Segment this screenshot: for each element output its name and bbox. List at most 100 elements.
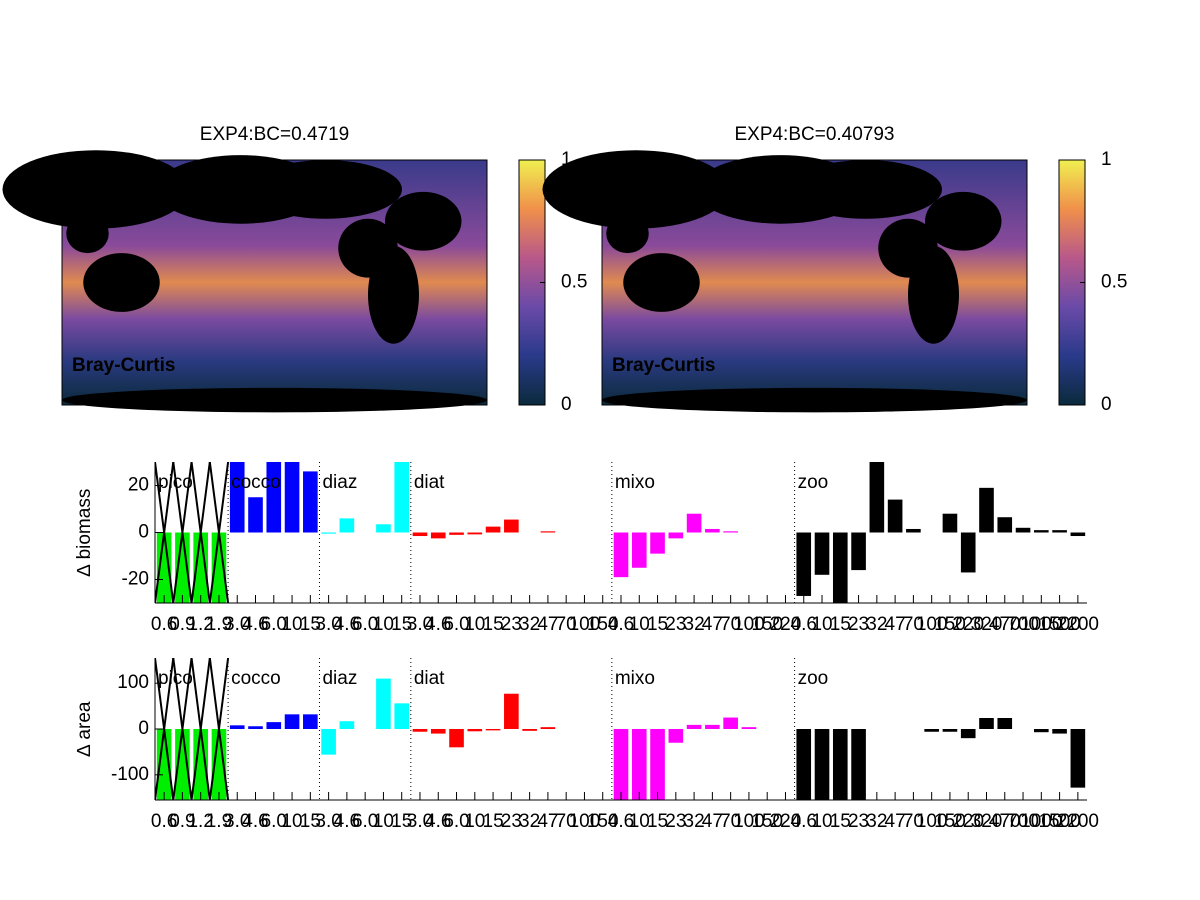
bar [668, 532, 684, 539]
map-annotation: Bray-Curtis [72, 355, 175, 376]
continent [542, 150, 730, 229]
x-tick-label: 4.6 [608, 811, 634, 832]
bar [924, 729, 939, 732]
x-tick-label: 0.6 [151, 614, 177, 635]
pico-hatch [190, 658, 211, 800]
x-tick-label: 15 [830, 811, 851, 832]
x-tick-label: 23 [501, 614, 522, 635]
x-tick-label: 0.6 [151, 811, 177, 832]
bar [686, 513, 702, 533]
bar [266, 722, 282, 729]
x-tick-label: 470 [989, 811, 1021, 832]
map-title: EXP4:BC=0.40793 [734, 124, 894, 145]
group-label: diaz [322, 668, 357, 689]
bar [412, 532, 428, 537]
x-tick-label: 15 [483, 811, 504, 832]
continent [83, 253, 160, 312]
y-tick-label: -20 [122, 569, 149, 590]
x-tick-label: 3.0 [315, 614, 341, 635]
x-tick-label: 150 [587, 614, 619, 635]
x-tick-label: 23 [501, 811, 522, 832]
bar [686, 724, 702, 729]
x-tick-label: 4.6 [791, 614, 817, 635]
group-label: diat [414, 472, 445, 493]
group-label: pico [158, 472, 193, 493]
x-tick-label: 15 [391, 614, 412, 635]
bar [796, 532, 812, 596]
x-tick-label: 4.6 [608, 614, 634, 635]
x-tick-label: 100 [733, 614, 765, 635]
x-tick-label: 15 [647, 811, 668, 832]
x-tick-label: 220 [952, 811, 984, 832]
x-tick-label: 6.0 [443, 614, 469, 635]
x-tick-label: 70 [720, 614, 741, 635]
continent [66, 213, 109, 254]
x-tick-label: 10 [281, 811, 302, 832]
x-tick-label: 4.6 [242, 614, 268, 635]
x-tick-label: 1500 [1038, 811, 1080, 832]
x-tick-label: 70 [720, 811, 741, 832]
map-frame [61, 159, 488, 406]
x-tick-label: 1000 [1020, 811, 1062, 832]
x-tick-label: 4.6 [334, 811, 360, 832]
bar [723, 717, 738, 729]
bar [814, 532, 830, 575]
x-tick-label: 32 [684, 614, 705, 635]
x-tick-label: 10 [629, 811, 650, 832]
bar [376, 678, 391, 729]
x-tick-label: 70 [903, 811, 924, 832]
colorbar-tick-label: 1 [561, 149, 572, 170]
bar [540, 531, 556, 533]
bar [248, 726, 263, 729]
bar [851, 729, 866, 800]
bar [741, 727, 757, 729]
x-tick-label: 0.9 [169, 811, 195, 832]
x-tick-label: 10 [464, 614, 485, 635]
x-tick-label: 3.0 [315, 811, 341, 832]
x-tick-label: 220 [770, 614, 802, 635]
x-tick-label: 70 [556, 614, 577, 635]
bar [942, 513, 958, 533]
x-tick-label: 32 [519, 614, 540, 635]
x-tick-label: 10 [281, 614, 302, 635]
bar [156, 532, 172, 603]
bar [832, 532, 848, 603]
group-label: zoo [798, 668, 829, 689]
x-tick-label: 100 [916, 614, 948, 635]
bar [631, 532, 647, 568]
group-label: pico [158, 668, 193, 689]
x-tick-label: 15 [830, 614, 851, 635]
x-tick-label: 15 [483, 614, 504, 635]
x-tick-label: 100 [916, 811, 948, 832]
bar [211, 729, 227, 800]
bar [960, 729, 976, 739]
continent [62, 387, 487, 413]
x-tick-label: 47 [702, 811, 723, 832]
x-tick-label: 150 [934, 811, 966, 832]
x-tick-label: 47 [885, 811, 906, 832]
continent [338, 218, 398, 278]
x-tick-label: 23 [848, 811, 869, 832]
bar [504, 519, 519, 533]
y-tick-label: 100 [117, 672, 149, 693]
x-tick-label: 10 [373, 614, 394, 635]
bar [979, 487, 994, 533]
bar [266, 462, 282, 533]
bar [394, 703, 410, 729]
x-tick-label: 70 [556, 811, 577, 832]
continent [385, 191, 462, 251]
x-tick-label: 1.2 [187, 811, 213, 832]
x-tick-label: 4.6 [425, 811, 451, 832]
x-tick-label: 32 [866, 614, 887, 635]
x-tick-label: 700 [1007, 614, 1039, 635]
bar [832, 729, 848, 800]
bar [668, 729, 684, 743]
continent [2, 150, 190, 229]
bar [485, 729, 501, 731]
x-tick-label: 15 [300, 614, 321, 635]
x-tick-label: 32 [519, 811, 540, 832]
map-annotation: Bray-Curtis [612, 355, 715, 376]
x-tick-label: 6.0 [352, 811, 378, 832]
x-tick-label: 4.6 [791, 811, 817, 832]
continent [878, 218, 938, 278]
